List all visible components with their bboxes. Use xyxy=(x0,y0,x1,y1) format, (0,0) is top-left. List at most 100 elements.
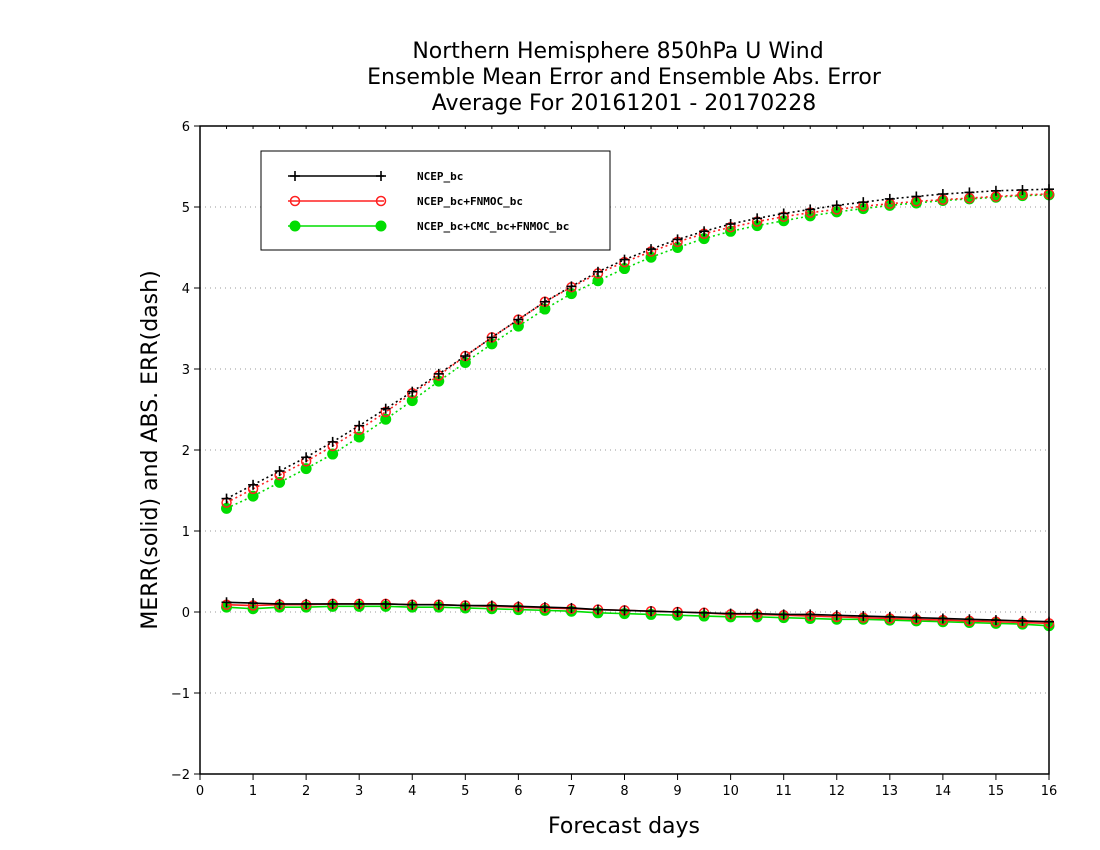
chart-title-line-3: Average For 20161201 - 20170228 xyxy=(432,91,817,116)
merr-point-ncep-bc xyxy=(725,608,736,619)
chart-title-line-2: Ensemble Mean Error and Ensemble Abs. Er… xyxy=(367,65,882,90)
merr-point-ncep-bc xyxy=(884,611,895,622)
legend-marker xyxy=(290,171,300,181)
y-tick-label: −1 xyxy=(171,687,190,702)
plot-frame xyxy=(199,125,1050,775)
merr-point-ncep-bc xyxy=(486,600,497,611)
y-axis-label: MERR(solid) and ABS. ERR(dash) xyxy=(138,270,163,629)
abs-err-point-ncep-bc-cmc-bc-fnmoc-bc xyxy=(300,463,312,475)
y-tick-label: 3 xyxy=(182,363,190,378)
legend: NCEP_bc NCEP_bc+FNMOC_bc NCEP_bc+CMC_bc+FN… xyxy=(260,150,611,251)
x-tick-label: 6 xyxy=(514,784,522,799)
merr-point-ncep-bc xyxy=(592,604,603,615)
legend-item-ncep-bc-cmc-bc-fnmoc-bc: NCEP_bc+CMC_bc+FNMOC_bc xyxy=(288,220,569,233)
merr-point-ncep-bc xyxy=(699,607,710,618)
abs-err-point-ncep-bc-cmc-bc-fnmoc-bc xyxy=(353,431,365,443)
legend-marker xyxy=(289,195,301,207)
x-tick-label: 8 xyxy=(620,784,628,799)
abs-err-point-ncep-bc xyxy=(274,466,285,477)
abs-err-point-ncep-bc xyxy=(327,436,338,447)
abs-err-point-ncep-bc xyxy=(354,420,365,431)
abs-err-point-ncep-bc xyxy=(301,452,312,463)
plot-series xyxy=(221,184,1055,632)
abs-err-point-ncep-bc xyxy=(858,197,869,208)
legend-label: NCEP_bc xyxy=(417,170,463,183)
merr-point-ncep-bc xyxy=(964,614,975,625)
merr-point-ncep-bc xyxy=(274,598,285,609)
x-tick-label: 9 xyxy=(673,784,681,799)
abs-err-point-ncep-bc xyxy=(646,244,657,255)
x-tick-label: 10 xyxy=(722,784,739,799)
abs-err-point-ncep-bc xyxy=(592,266,603,277)
abs-err-point-ncep-bc xyxy=(1017,184,1028,195)
x-tick-label: 1 xyxy=(249,784,257,799)
abs-err-point-ncep-bc xyxy=(513,314,524,325)
merr-point-ncep-bc xyxy=(752,608,763,619)
abs-err-point-ncep-bc xyxy=(460,351,471,362)
abs-err-point-ncep-bc-cmc-bc-fnmoc-bc xyxy=(247,490,259,502)
abs-err-point-ncep-bc xyxy=(831,200,842,211)
merr-point-ncep-bc xyxy=(858,611,869,622)
merr-point-ncep-bc xyxy=(327,598,338,609)
y-tick-label: 2 xyxy=(182,444,190,459)
abs-err-point-ncep-bc xyxy=(248,479,259,490)
merr-point-ncep-bc xyxy=(831,610,842,621)
abs-err-point-ncep-bc xyxy=(699,226,710,237)
x-tick-label: 15 xyxy=(988,784,1005,799)
x-tick-label: 14 xyxy=(935,784,952,799)
abs-err-point-ncep-bc xyxy=(725,219,736,230)
merr-point-ncep-bc xyxy=(805,609,816,620)
x-tick-label: 16 xyxy=(1041,784,1058,799)
merr-point-ncep-bc xyxy=(248,598,259,609)
merr-point-ncep-bc xyxy=(407,599,418,610)
y-tick-label: 5 xyxy=(182,201,190,216)
x-tick-label: 2 xyxy=(302,784,310,799)
abs-err-point-ncep-bc xyxy=(672,234,683,245)
merr-point-ncep-bc xyxy=(460,600,471,611)
abs-err-point-ncep-bc xyxy=(221,493,232,504)
merr-point-ncep-bc xyxy=(566,602,577,613)
y-tick-label: 4 xyxy=(182,282,190,297)
merr-point-ncep-bc xyxy=(911,612,922,623)
merr-point-ncep-bc xyxy=(937,613,948,624)
abs-err-point-ncep-bc xyxy=(566,281,577,292)
legend-item-ncep-bc: NCEP_bc xyxy=(288,170,463,183)
abs-err-point-ncep-bc-cmc-bc-fnmoc-bc xyxy=(327,448,339,460)
merr-point-ncep-bc xyxy=(301,598,312,609)
merr-point-ncep-bc xyxy=(619,605,630,616)
abs-err-point-ncep-bc xyxy=(407,386,418,397)
merr-point-ncep-bc xyxy=(1017,615,1028,626)
abs-err-point-ncep-bc-cmc-bc-fnmoc-bc xyxy=(380,413,392,425)
abs-err-point-ncep-bc xyxy=(884,193,895,204)
merr-point-ncep-bc xyxy=(433,599,444,610)
abs-err-point-ncep-bc-cmc-bc-fnmoc-bc xyxy=(274,476,286,488)
x-tick-label: 11 xyxy=(775,784,792,799)
legend-item-ncep-bc-fnmoc-bc: NCEP_bc+FNMOC_bc xyxy=(288,195,523,208)
merr-point-ncep-bc xyxy=(221,597,232,608)
merr-point-ncep-bc xyxy=(778,609,789,620)
abs-err-point-ncep-bc xyxy=(486,332,497,343)
abs-err-point-ncep-bc xyxy=(380,403,391,414)
abs-err-point-ncep-bc xyxy=(752,213,763,224)
legend-marker xyxy=(375,220,387,232)
merr-point-ncep-bc xyxy=(354,598,365,609)
legend-label: NCEP_bc+FNMOC_bc xyxy=(417,195,523,208)
legend-marker xyxy=(289,220,301,232)
y-tick-label: 1 xyxy=(182,525,190,540)
abs-err-point-ncep-bc xyxy=(805,204,816,215)
merr-point-ncep-bc xyxy=(380,598,391,609)
y-tick-label: 6 xyxy=(182,120,190,135)
abs-err-point-ncep-bc xyxy=(619,254,630,265)
merr-point-ncep-bc xyxy=(513,601,524,612)
abs-err-point-ncep-bc xyxy=(539,296,550,307)
abs-err-point-ncep-bc xyxy=(964,187,975,198)
abs-err-point-ncep-bc xyxy=(990,185,1001,196)
legend-marker xyxy=(376,171,386,181)
x-tick-label: 5 xyxy=(461,784,469,799)
series-ncep-bc xyxy=(221,184,1054,627)
y-tick-label: 0 xyxy=(182,606,190,621)
merr-point-ncep-bc xyxy=(990,615,1001,626)
legend-marker xyxy=(375,195,387,207)
